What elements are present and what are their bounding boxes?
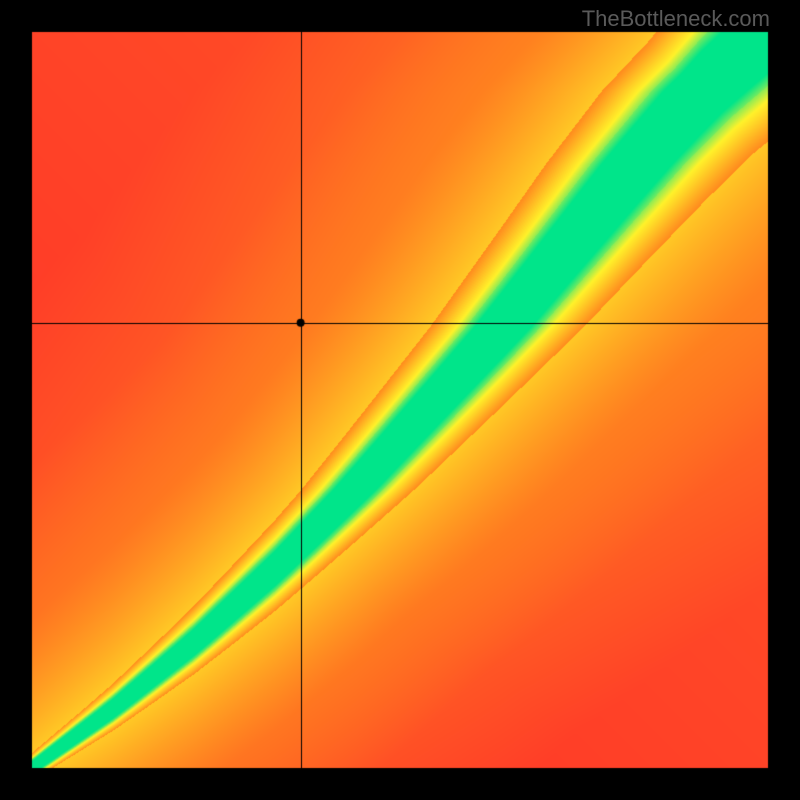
bottleneck-heatmap-canvas xyxy=(0,0,800,800)
watermark-text: TheBottleneck.com xyxy=(582,6,770,32)
